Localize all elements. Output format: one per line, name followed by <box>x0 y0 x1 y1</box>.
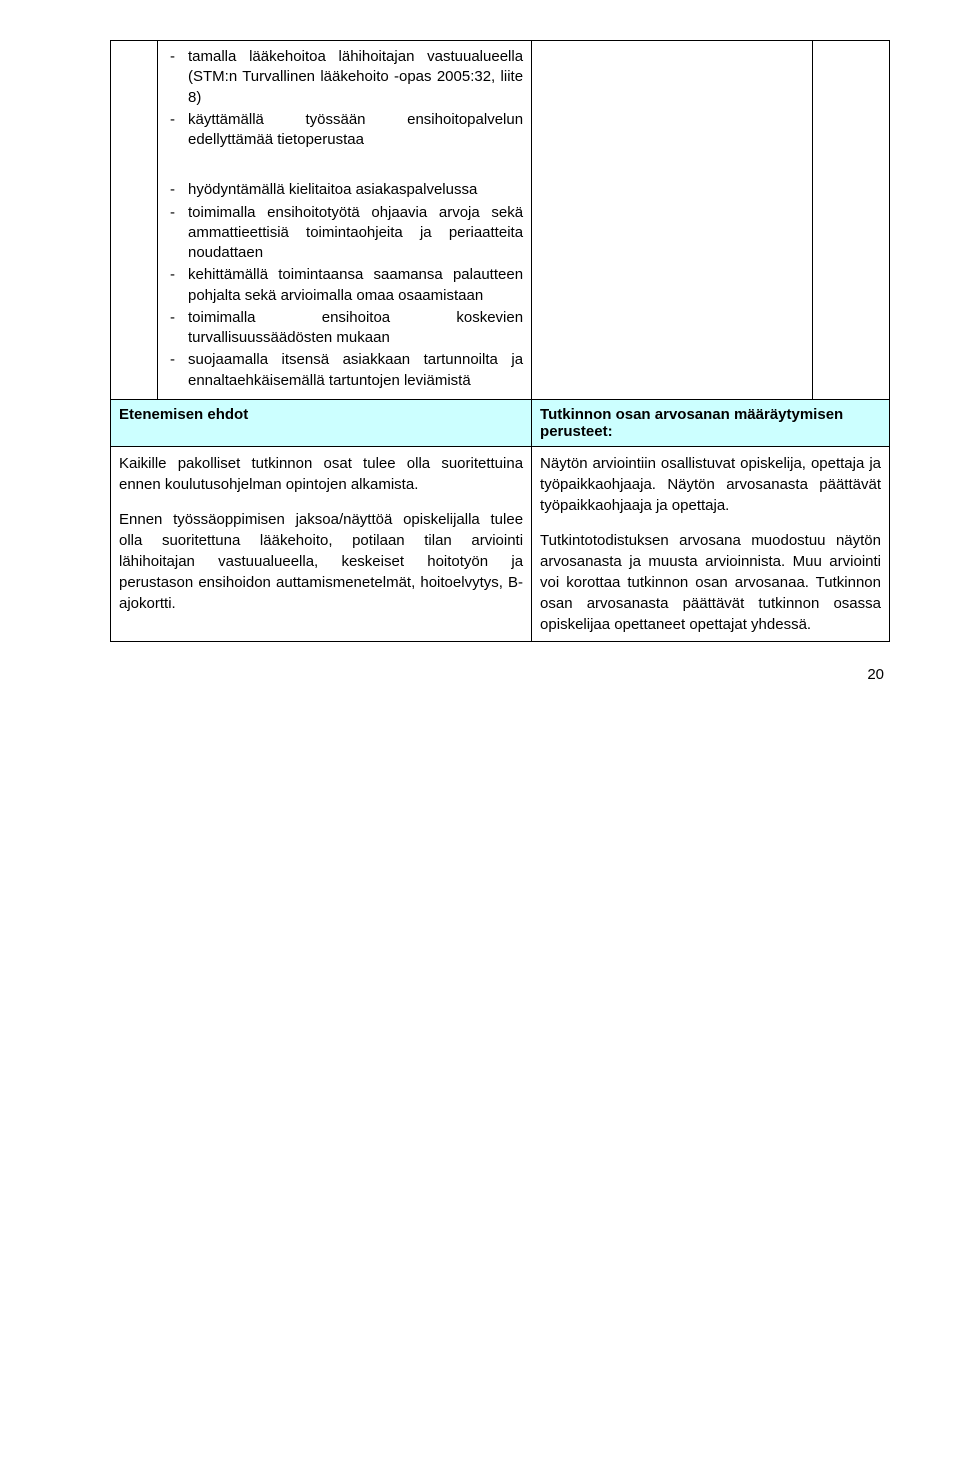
list-item: toimimalla ensihoitoa koskevien turvalli… <box>188 308 523 349</box>
list-item: tamalla lääkehoitoa lähihoitajan vastuua… <box>188 47 523 108</box>
page-number: 20 <box>110 642 890 683</box>
list-item: hyödyntämällä kielitaitoa asiakaspalvelu… <box>188 180 523 200</box>
content-right-cell: Näytön arviointiin osallistuvat opiskeli… <box>532 446 890 641</box>
bullet-group-b: hyödyntämällä kielitaitoa asiakaspalvelu… <box>166 180 523 391</box>
header-right: Tutkinnon osan arvosanan määräytymisen p… <box>532 399 890 446</box>
document-page: tamalla lääkehoitoa lähihoitajan vastuua… <box>0 0 960 723</box>
list-item: käyttämällä työssään ensihoitopalvelun e… <box>188 110 523 151</box>
paragraph: Kaikille pakolliset tutkinnon osat tulee… <box>119 453 523 495</box>
top-bullet-cell: tamalla lääkehoitoa lähihoitajan vastuua… <box>158 41 532 400</box>
list-item: toimimalla ensihoitotyötä ohjaavia arvoj… <box>188 203 523 264</box>
top-left-gutter <box>111 41 158 400</box>
top-content-row: tamalla lääkehoitoa lähihoitajan vastuua… <box>111 41 890 400</box>
top-empty-right <box>813 41 890 400</box>
header-left: Etenemisen ehdot <box>111 399 532 446</box>
main-table: tamalla lääkehoitoa lähihoitajan vastuua… <box>110 40 890 642</box>
list-item: suojaamalla itsensä asiakkaan tartunnoil… <box>188 350 523 391</box>
paragraph: Tutkintotodistuksen arvosana muodostuu n… <box>540 530 881 635</box>
section-content-row: Kaikille pakolliset tutkinnon osat tulee… <box>111 446 890 641</box>
list-item: kehittämällä toimintaansa saamansa palau… <box>188 265 523 306</box>
top-empty-mid <box>532 41 813 400</box>
paragraph: Näytön arviointiin osallistuvat opiskeli… <box>540 453 881 516</box>
vertical-gap <box>166 152 523 180</box>
section-header-row: Etenemisen ehdot Tutkinnon osan arvosana… <box>111 399 890 446</box>
bullet-group-a: tamalla lääkehoitoa lähihoitajan vastuua… <box>166 47 523 150</box>
content-left-cell: Kaikille pakolliset tutkinnon osat tulee… <box>111 446 532 641</box>
paragraph: Ennen työssäoppimisen jaksoa/näyttöä opi… <box>119 509 523 614</box>
